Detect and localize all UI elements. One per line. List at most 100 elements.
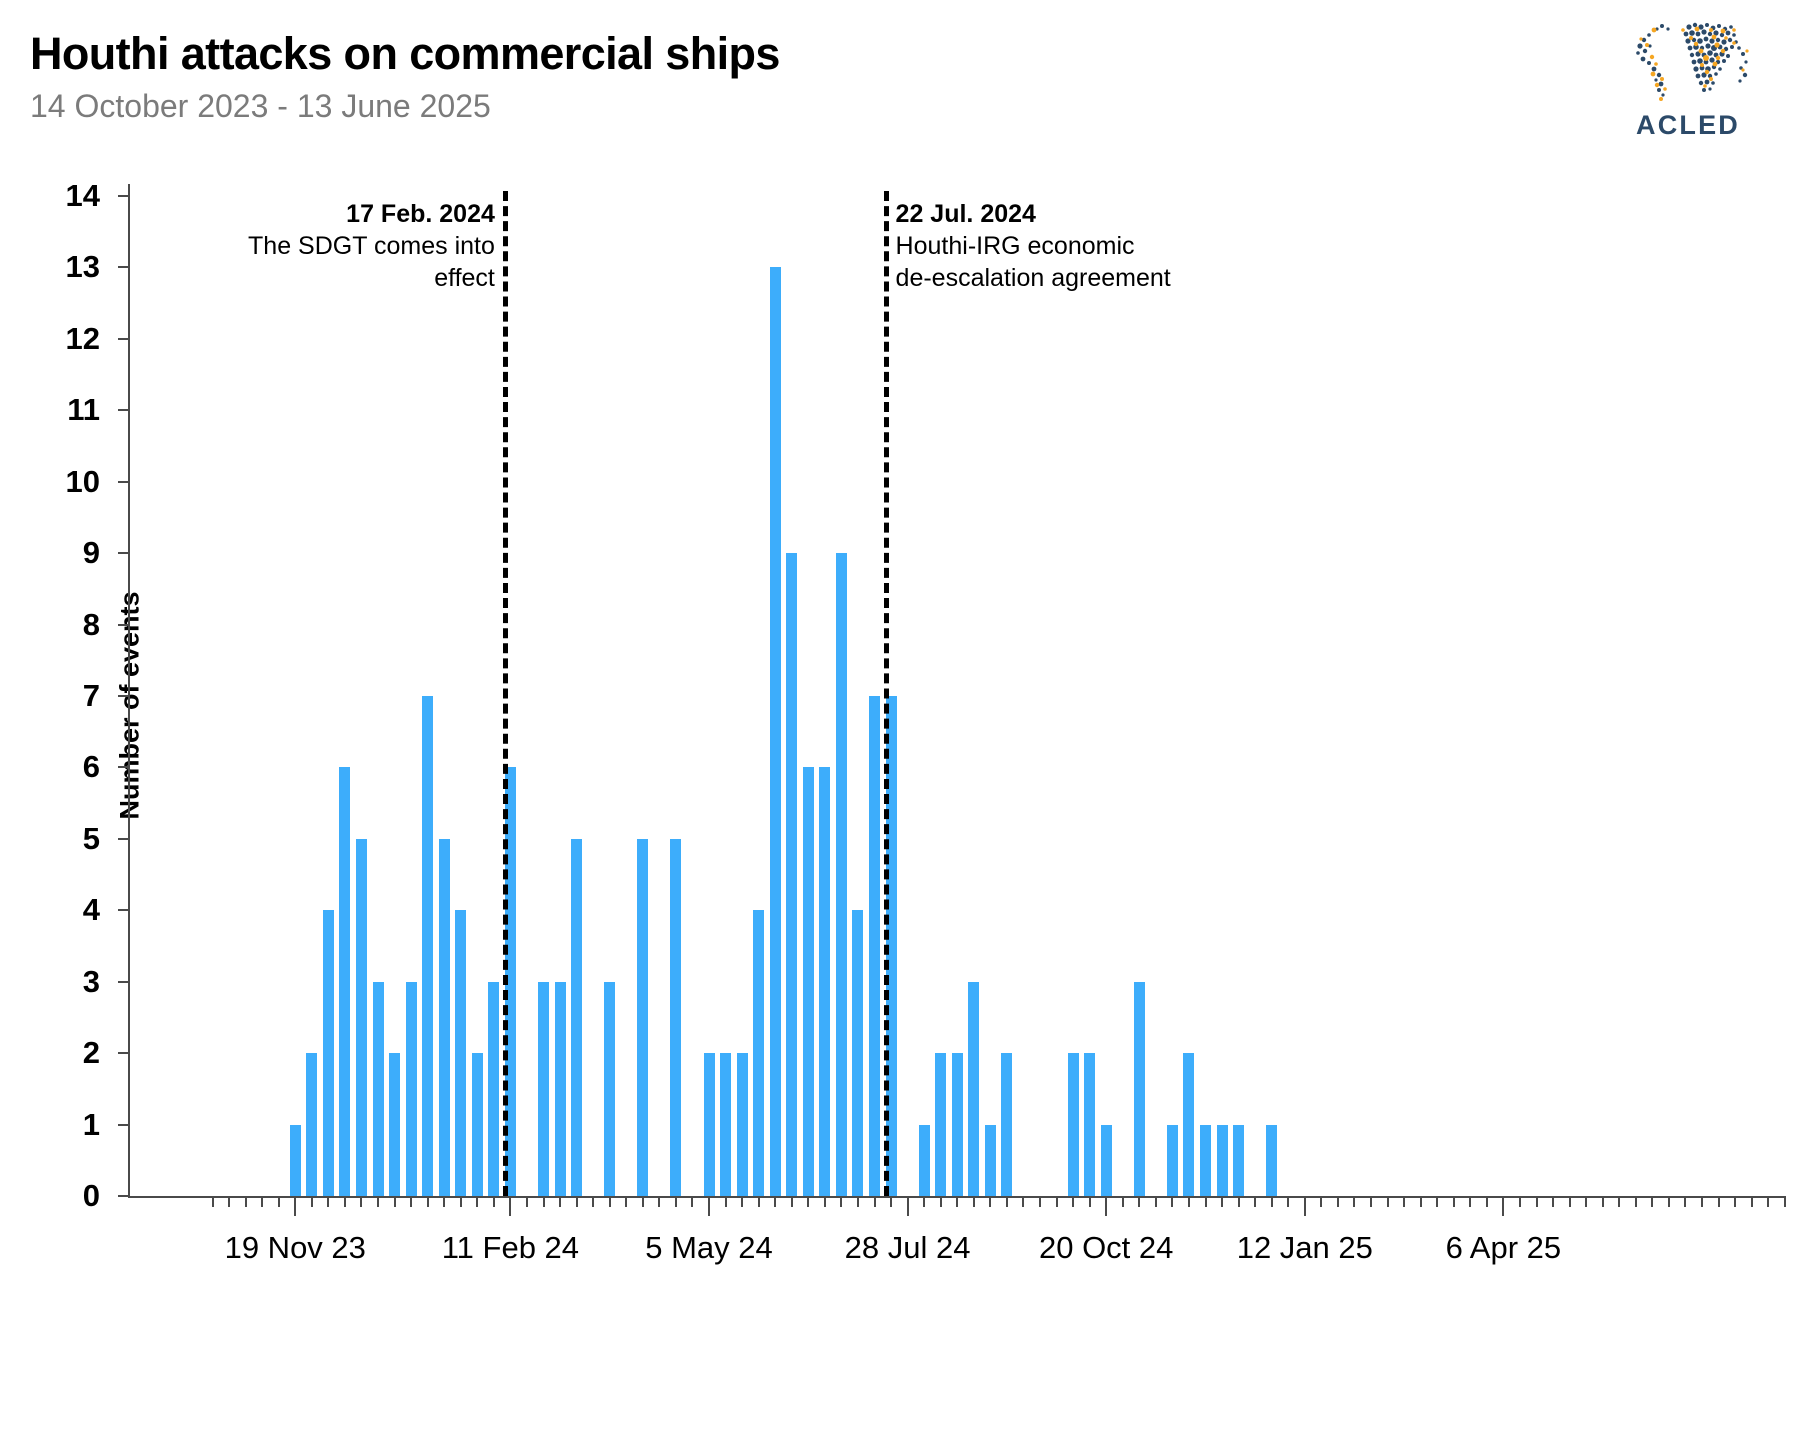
x-tick-mark-minor bbox=[476, 1198, 479, 1207]
bar bbox=[637, 838, 649, 1196]
x-tick-mark-minor bbox=[1734, 1198, 1737, 1207]
y-tick-mark bbox=[118, 409, 128, 412]
x-tick-mark-minor bbox=[658, 1198, 661, 1207]
x-tick-mark-minor bbox=[1039, 1198, 1041, 1207]
y-tick-label: 3 bbox=[82, 963, 100, 999]
x-tick-mark-minor bbox=[1585, 1198, 1588, 1207]
x-tick-label: 11 Feb 24 bbox=[441, 1230, 580, 1265]
page-subtitle: 14 October 2023 - 13 June 2025 bbox=[30, 88, 491, 124]
x-tick-mark-minor bbox=[492, 1198, 495, 1207]
x-tick-mark-minor bbox=[873, 1198, 876, 1207]
x-tick-mark-minor bbox=[1353, 1198, 1356, 1207]
x-tick-mark-minor bbox=[1684, 1198, 1687, 1207]
x-tick-mark-minor bbox=[327, 1198, 330, 1207]
x-tick-mark-minor bbox=[823, 1198, 826, 1207]
deescalation-annotation-line bbox=[883, 191, 889, 1196]
bar bbox=[289, 1124, 301, 1196]
y-tick-mark bbox=[118, 909, 128, 912]
bar bbox=[835, 553, 847, 1196]
x-tick-mark-minor bbox=[277, 1198, 280, 1207]
x-tick-mark-minor bbox=[641, 1198, 644, 1207]
x-tick-mark-minor bbox=[1403, 1198, 1406, 1207]
bar bbox=[1166, 1124, 1178, 1196]
bar bbox=[869, 696, 880, 1196]
bar bbox=[968, 981, 980, 1196]
x-tick-mark-minor bbox=[525, 1198, 528, 1207]
x-tick-mark-minor bbox=[956, 1198, 959, 1207]
bar bbox=[438, 838, 450, 1196]
bar bbox=[984, 1124, 996, 1196]
x-tick-mark-major bbox=[509, 1198, 512, 1216]
y-tick-mark bbox=[118, 1123, 128, 1126]
bar bbox=[1183, 1053, 1195, 1196]
x-tick-mark-minor bbox=[890, 1198, 893, 1207]
x-tick-mark-minor bbox=[608, 1198, 611, 1207]
bar bbox=[538, 981, 549, 1196]
acled-dot-world-map-icon bbox=[1636, 22, 1749, 101]
bar bbox=[488, 981, 500, 1196]
x-tick-mark-minor bbox=[575, 1198, 578, 1207]
y-tick-mark bbox=[118, 837, 128, 840]
x-tick-mark-minor bbox=[1221, 1198, 1224, 1207]
bar bbox=[389, 1053, 401, 1196]
y-tick-label: 6 bbox=[82, 749, 100, 785]
y-tick-label: 5 bbox=[82, 820, 100, 856]
x-tick-mark-minor bbox=[989, 1198, 992, 1207]
x-tick-mark-minor bbox=[1072, 1198, 1075, 1207]
y-tick-label: 11 bbox=[67, 392, 100, 428]
x-tick-mark-minor bbox=[310, 1198, 313, 1207]
x-tick-mark-minor bbox=[1485, 1198, 1488, 1207]
y-tick-label: 7 bbox=[82, 678, 100, 713]
y-axis-line bbox=[128, 184, 130, 1196]
bar bbox=[372, 981, 384, 1196]
sdgt-annotation-line bbox=[502, 191, 508, 1196]
x-tick-mark-minor bbox=[856, 1198, 859, 1207]
x-tick-mark-minor bbox=[1783, 1198, 1786, 1207]
x-tick-mark-minor bbox=[1270, 1198, 1273, 1207]
x-tick-mark-minor bbox=[1022, 1198, 1025, 1207]
x-tick-mark-minor bbox=[1254, 1198, 1257, 1207]
y-tick-mark bbox=[118, 1195, 128, 1197]
x-tick-mark-minor bbox=[1187, 1198, 1190, 1207]
bar bbox=[753, 910, 765, 1196]
x-tick-mark-minor bbox=[377, 1198, 379, 1207]
y-tick-label: 8 bbox=[82, 606, 100, 642]
x-tick-mark-minor bbox=[1088, 1198, 1091, 1207]
x-tick-label: 5 May 24 bbox=[645, 1230, 773, 1265]
bar bbox=[1067, 1053, 1079, 1196]
bar bbox=[852, 910, 864, 1196]
bar bbox=[504, 767, 516, 1196]
x-tick-mark-minor bbox=[625, 1198, 628, 1207]
x-tick-mark-minor bbox=[1138, 1198, 1141, 1207]
y-tick-mark bbox=[118, 552, 128, 555]
x-tick-mark-minor bbox=[459, 1198, 462, 1207]
y-tick-mark bbox=[118, 623, 128, 626]
x-axis-line bbox=[128, 1196, 1786, 1198]
x-tick-mark-minor bbox=[1634, 1198, 1637, 1207]
y-tick-mark bbox=[118, 766, 128, 769]
x-tick-mark-minor bbox=[1568, 1198, 1571, 1207]
bar bbox=[769, 267, 781, 1196]
deescalation-annotation-description: Houthi-IRG economic de-escalation agreem… bbox=[895, 232, 1171, 292]
bar bbox=[1266, 1124, 1278, 1196]
x-tick-mark-minor bbox=[1370, 1198, 1372, 1207]
bar bbox=[355, 838, 367, 1196]
x-tick-mark-minor bbox=[1535, 1198, 1538, 1207]
y-axis-title: Number of events bbox=[115, 556, 146, 856]
bar bbox=[670, 838, 682, 1196]
x-tick-mark-major bbox=[294, 1198, 297, 1216]
x-tick-mark-minor bbox=[244, 1198, 247, 1207]
bar bbox=[885, 696, 897, 1196]
bar bbox=[604, 981, 616, 1196]
x-tick-mark-minor bbox=[939, 1198, 942, 1207]
bar bbox=[703, 1053, 715, 1196]
bar bbox=[422, 696, 434, 1196]
x-tick-mark-minor bbox=[1436, 1198, 1439, 1207]
x-tick-label: 28 Jul 24 bbox=[844, 1230, 971, 1265]
y-tick-mark bbox=[118, 1052, 128, 1055]
chart-header: Houthi attacks on commercial ships 14 Oc… bbox=[0, 0, 1800, 165]
bar bbox=[554, 981, 566, 1196]
bar bbox=[786, 553, 798, 1196]
sdgt-annotation-label: 17 Feb. 2024 The SDGT comes into effect bbox=[195, 198, 495, 294]
